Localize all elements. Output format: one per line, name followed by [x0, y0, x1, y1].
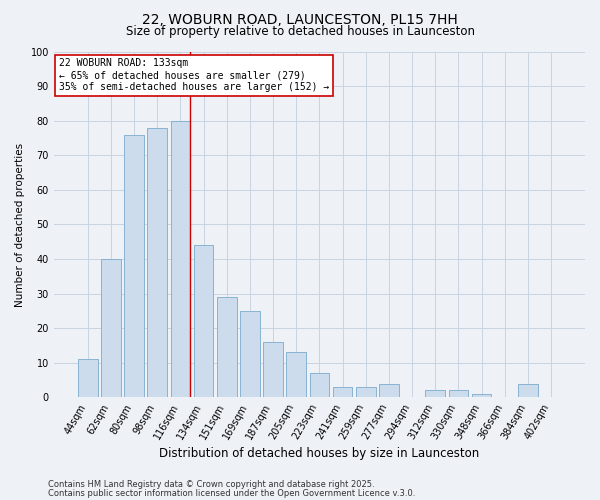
- Bar: [240, 311, 260, 398]
- Bar: [518, 384, 538, 398]
- Bar: [101, 259, 121, 398]
- Bar: [425, 390, 445, 398]
- Bar: [356, 387, 376, 398]
- Text: 22, WOBURN ROAD, LAUNCESTON, PL15 7HH: 22, WOBURN ROAD, LAUNCESTON, PL15 7HH: [142, 12, 458, 26]
- Bar: [449, 390, 468, 398]
- Bar: [124, 134, 144, 398]
- Text: Size of property relative to detached houses in Launceston: Size of property relative to detached ho…: [125, 25, 475, 38]
- Bar: [333, 387, 352, 398]
- Bar: [170, 120, 190, 398]
- Bar: [310, 373, 329, 398]
- Y-axis label: Number of detached properties: Number of detached properties: [15, 142, 25, 306]
- X-axis label: Distribution of detached houses by size in Launceston: Distribution of detached houses by size …: [159, 447, 479, 460]
- Bar: [379, 384, 399, 398]
- Text: Contains public sector information licensed under the Open Government Licence v.: Contains public sector information licen…: [48, 488, 415, 498]
- Text: Contains HM Land Registry data © Crown copyright and database right 2025.: Contains HM Land Registry data © Crown c…: [48, 480, 374, 489]
- Bar: [148, 128, 167, 398]
- Bar: [78, 360, 98, 398]
- Bar: [217, 297, 236, 398]
- Bar: [472, 394, 491, 398]
- Bar: [286, 352, 306, 398]
- Bar: [194, 245, 214, 398]
- Bar: [263, 342, 283, 398]
- Text: 22 WOBURN ROAD: 133sqm
← 65% of detached houses are smaller (279)
35% of semi-de: 22 WOBURN ROAD: 133sqm ← 65% of detached…: [59, 58, 329, 92]
